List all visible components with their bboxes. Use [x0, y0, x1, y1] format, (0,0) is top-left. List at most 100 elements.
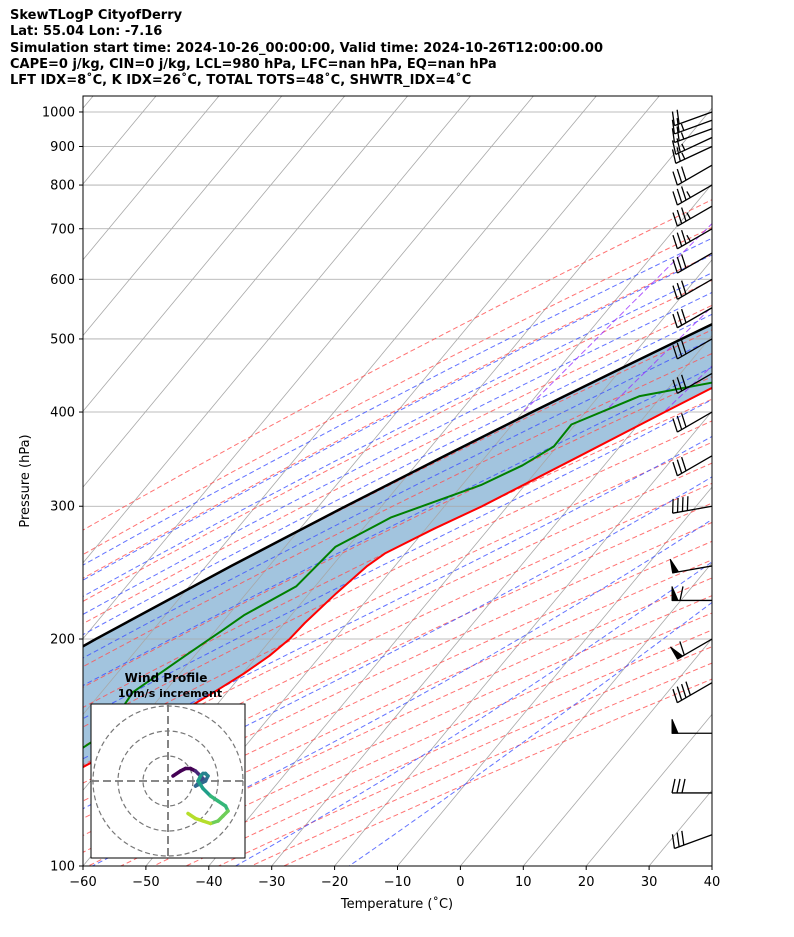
- x-tick-label: 10: [515, 875, 532, 890]
- wind-barb: [671, 145, 713, 164]
- barb-feather: [676, 342, 683, 357]
- barb-feather: [680, 254, 687, 269]
- wind-barb: [672, 164, 713, 186]
- barb-half-feather: [686, 191, 691, 198]
- barb-feather: [681, 778, 686, 794]
- wind-barb: [671, 830, 713, 850]
- barb-feather: [676, 459, 683, 474]
- isotherm-line: [83, 96, 597, 716]
- x-axis-label: Temperature (˚C): [340, 896, 453, 912]
- wind-barb: [671, 586, 712, 602]
- y-tick-label: 100: [50, 860, 75, 875]
- index-line: LFT IDX=8˚C, K IDX=26˚C, TOTAL TOTS=48˚C…: [10, 73, 472, 89]
- parcel-profile-line: [83, 322, 712, 648]
- barb-feather: [672, 285, 678, 300]
- barb-feather: [671, 834, 676, 849]
- axes: −60 −50 −40 −30 −20 −10 0 10 20 30 40 100 200 300 400 5…: [42, 105, 720, 890]
- dry-adiabat: [83, 420, 712, 728]
- hodograph-segment: [186, 811, 198, 821]
- barb-feather: [676, 282, 683, 297]
- barb-feather: [671, 111, 676, 126]
- isotherm-line: [83, 96, 346, 412]
- barb-feather: [676, 209, 683, 224]
- barb-feather: [680, 374, 687, 389]
- barb-half-feather: [680, 132, 685, 140]
- wind-barb: [669, 638, 713, 660]
- barb-staff: [677, 205, 713, 227]
- barb-half-feather: [686, 212, 691, 220]
- barb-flag: [671, 586, 679, 601]
- y-tick-label: 800: [50, 179, 75, 194]
- isotherm-line: [334, 410, 712, 866]
- isotherm-line: [585, 713, 712, 866]
- barb-staff: [677, 164, 713, 186]
- isotherm-line: [83, 96, 220, 261]
- hodograph-segment: [201, 786, 213, 798]
- wind-barb: [671, 109, 713, 127]
- wind-barb: [672, 205, 713, 227]
- barb-feather: [680, 186, 687, 201]
- moist-adiabat: [83, 291, 712, 615]
- barb-feather: [672, 379, 678, 394]
- barb-staff: [674, 834, 713, 850]
- wind-barb: [672, 184, 713, 206]
- y-tick-label: 400: [50, 406, 75, 421]
- wind-barb: [671, 126, 713, 144]
- moist-adiabat: [83, 237, 712, 566]
- barb-staff: [677, 682, 713, 704]
- barb-feather: [676, 138, 681, 153]
- barb-staff: [677, 372, 713, 395]
- barb-feather: [671, 140, 677, 155]
- dry-adiabat: [83, 441, 712, 747]
- barb-staff: [674, 111, 713, 127]
- dry-adiabat: [83, 482, 712, 784]
- y-tick-label: 300: [50, 500, 75, 515]
- mixing-ratio-line: [713, 96, 794, 412]
- barb-half-feather: [686, 234, 691, 242]
- barb-staff: [674, 119, 713, 135]
- barb-feather: [680, 308, 687, 323]
- barb-staff: [677, 228, 713, 250]
- barb-feather: [672, 461, 678, 476]
- y-tick-label: 600: [50, 273, 75, 288]
- dry-adiabat: [83, 304, 712, 625]
- barb-staff: [675, 145, 713, 164]
- isotherm-line: [460, 562, 712, 866]
- barb-staff: [675, 136, 713, 156]
- dry-adiabat: [83, 279, 712, 602]
- x-tick-label: 0: [456, 875, 464, 890]
- isotherm-line: [208, 259, 712, 866]
- barb-feather: [672, 212, 678, 227]
- barb-feather: [672, 688, 678, 703]
- barb-feather: [685, 681, 691, 696]
- barb-feather: [676, 832, 680, 847]
- isotherm-line: [397, 486, 712, 866]
- wind-barb: [672, 681, 713, 704]
- x-tick-label: −60: [69, 875, 96, 890]
- barb-staff: [677, 455, 713, 477]
- isotherm-line: [711, 865, 712, 866]
- barb-feather: [672, 259, 678, 274]
- barb-flag: [671, 719, 679, 734]
- moist-adiabat: [83, 476, 712, 810]
- barb-flag: [669, 646, 684, 660]
- barb-staff: [677, 411, 713, 433]
- chart-title: SkewTLogP CityofDerry: [10, 8, 183, 23]
- isotherm-line: [648, 789, 712, 866]
- mixing-ratio-line: [522, 222, 712, 413]
- barb-feather: [681, 497, 684, 512]
- x-tick-label: −20: [321, 875, 348, 890]
- barb-feather: [676, 168, 683, 183]
- barb-staff: [674, 128, 713, 144]
- x-tick-label: −10: [384, 875, 411, 890]
- chart-header: SkewTLogP CityofDerry Lat: 55.04 Lon: -7…: [10, 8, 603, 89]
- barb-feather: [676, 109, 680, 125]
- dry-adiabat: [283, 678, 712, 866]
- barb-feather: [672, 418, 678, 433]
- y-tick-label: 200: [50, 633, 75, 648]
- barb-feather: [676, 415, 683, 430]
- barb-staff: [677, 252, 713, 274]
- x-tick-label: −50: [132, 875, 159, 890]
- barb-half-feather: [681, 152, 686, 160]
